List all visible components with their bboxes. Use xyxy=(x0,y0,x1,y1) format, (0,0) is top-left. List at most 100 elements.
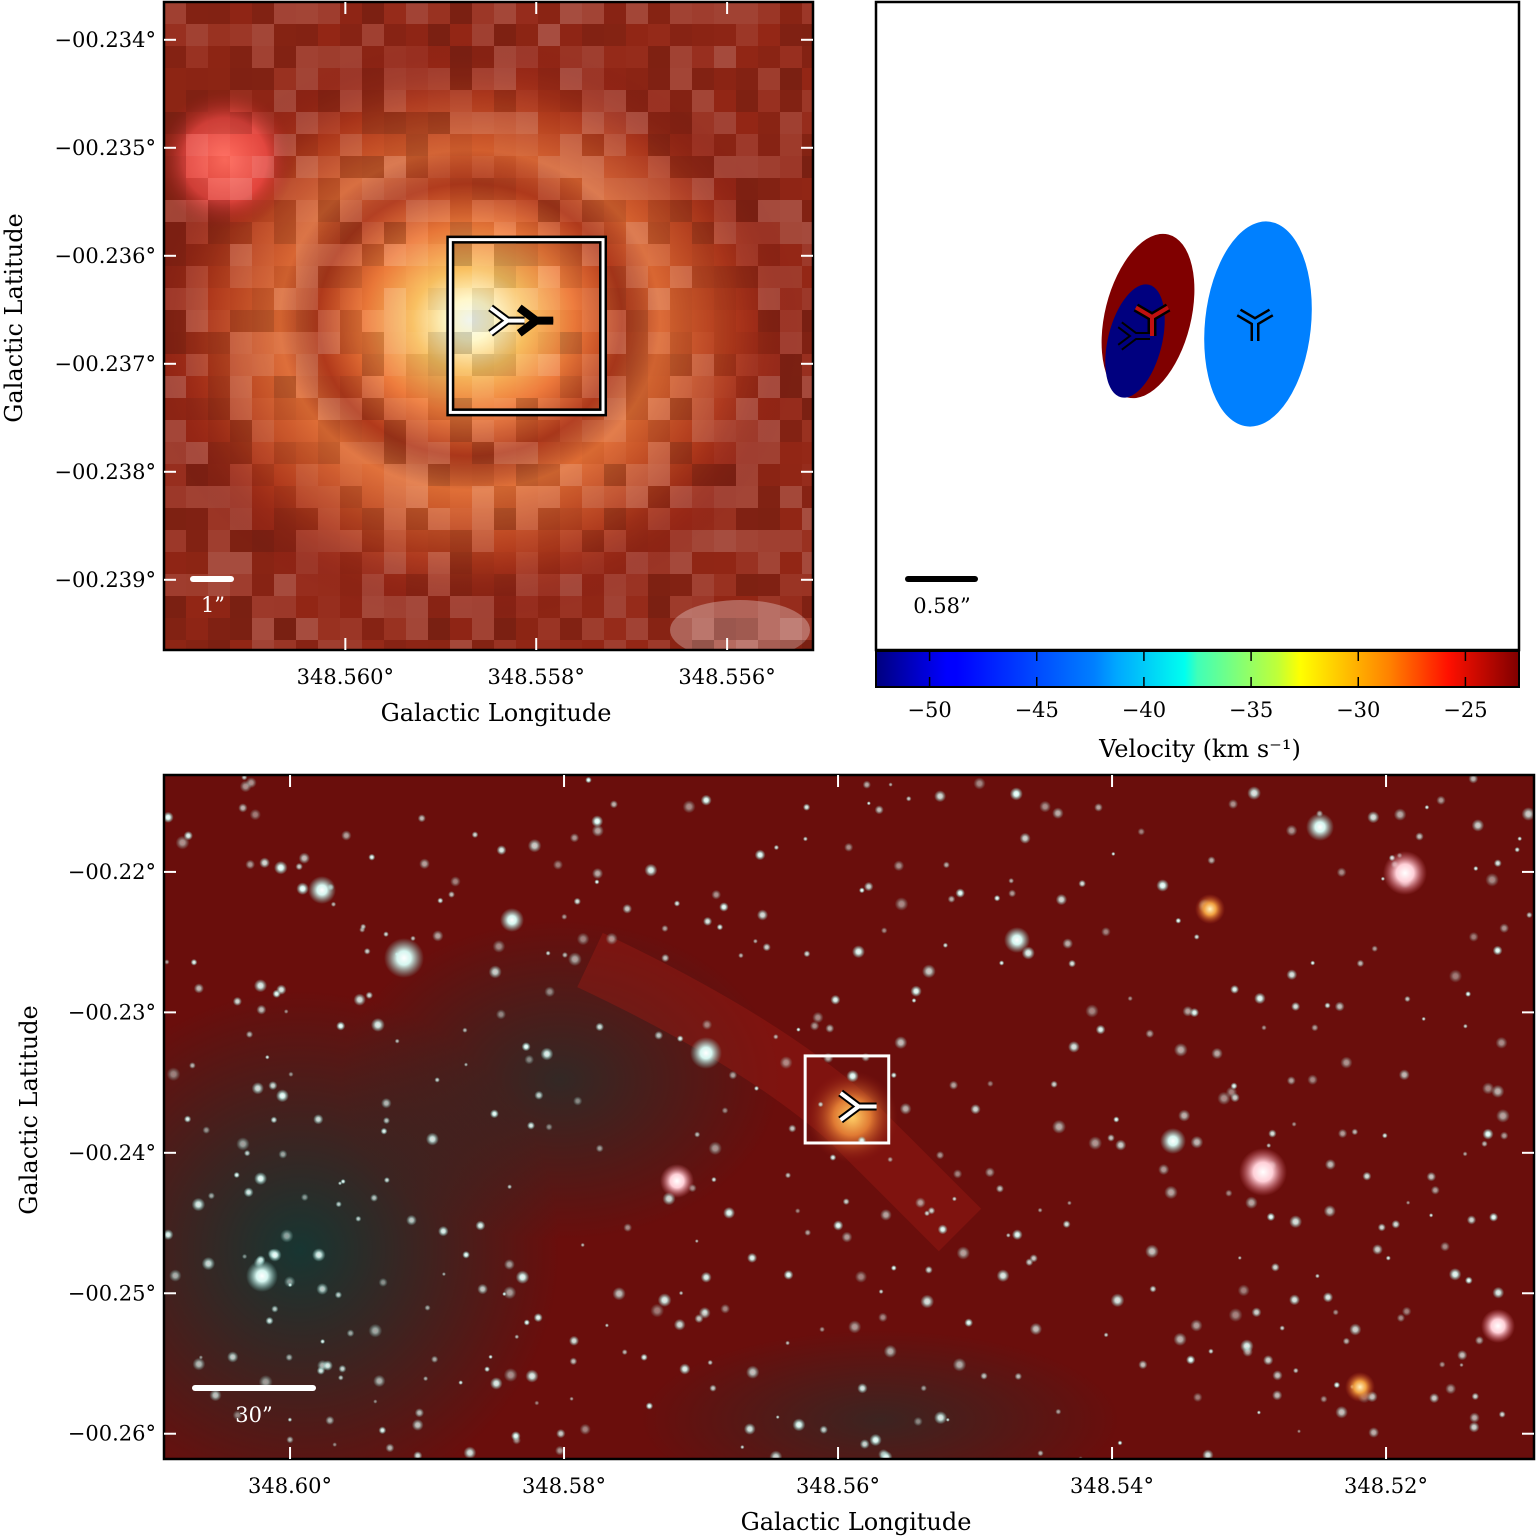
pixel-cell xyxy=(736,288,758,310)
star xyxy=(1372,1244,1383,1255)
pixel-cell xyxy=(648,618,670,640)
pixel-cell xyxy=(714,596,736,618)
pixel-cell xyxy=(252,68,274,90)
star xyxy=(298,852,310,864)
star xyxy=(1156,879,1169,892)
star xyxy=(1008,877,1015,884)
star xyxy=(605,932,618,945)
star xyxy=(524,1054,535,1065)
star xyxy=(413,1451,423,1459)
pixel-cell xyxy=(648,90,670,112)
pixel-cell xyxy=(230,112,252,134)
pixel-cell xyxy=(758,508,780,530)
pixel-cell xyxy=(604,200,626,222)
star xyxy=(166,1067,181,1082)
pixel-cell xyxy=(516,464,538,486)
bright-star xyxy=(1383,851,1427,895)
pixel-cell xyxy=(428,574,450,596)
pixel-cell xyxy=(516,200,538,222)
star xyxy=(437,897,444,904)
pixel-cell xyxy=(494,178,516,200)
pixel-cell xyxy=(494,266,516,288)
star xyxy=(947,895,956,903)
pixel-cell xyxy=(626,486,648,508)
pixel-cell xyxy=(538,552,560,574)
star xyxy=(1289,1215,1303,1229)
pixel-cell xyxy=(758,266,780,288)
pixel-cell xyxy=(340,46,362,68)
star xyxy=(1286,1076,1296,1086)
star xyxy=(484,1366,491,1373)
pixel-cell xyxy=(626,46,648,68)
pixel-cell xyxy=(428,134,450,156)
pixel-cell xyxy=(758,596,780,618)
star xyxy=(1111,851,1116,857)
star xyxy=(952,1357,967,1372)
star xyxy=(1320,1395,1328,1403)
pixel-cell xyxy=(296,354,318,376)
pixel-cell xyxy=(692,332,714,354)
pixel-cell xyxy=(340,464,362,486)
colorbar-tick-label: −40 xyxy=(1122,698,1166,722)
pixel-cell xyxy=(714,2,736,24)
star xyxy=(1272,1390,1283,1401)
star xyxy=(1202,1449,1214,1459)
star xyxy=(1011,1229,1023,1241)
star xyxy=(1471,1392,1480,1401)
pixel-cell xyxy=(472,486,494,508)
y-tick-label: −00.24° xyxy=(68,1141,156,1165)
star xyxy=(894,1036,908,1050)
pixel-cell xyxy=(318,508,340,530)
pixel-cell xyxy=(560,354,582,376)
pixel-cell xyxy=(604,376,626,398)
star xyxy=(1492,1286,1505,1299)
star xyxy=(265,1316,274,1325)
pixel-cell xyxy=(186,266,208,288)
pixel-cell xyxy=(780,508,802,530)
pixel-cell xyxy=(362,46,384,68)
star xyxy=(1468,931,1479,942)
pixel-cell xyxy=(296,310,318,332)
star xyxy=(1471,819,1485,832)
pixel-cell xyxy=(604,332,626,354)
source-marker xyxy=(516,304,554,337)
pixel-cell xyxy=(208,156,230,178)
pixel-cell xyxy=(692,486,714,508)
pixel-cell xyxy=(780,376,802,398)
pixel-cell xyxy=(384,530,406,552)
pixel-cell xyxy=(450,24,472,46)
star xyxy=(191,1197,206,1212)
pixel-cell xyxy=(516,46,538,68)
wide-markers xyxy=(838,1089,877,1124)
pixel-cell xyxy=(538,156,560,178)
pixel-cell xyxy=(252,354,274,376)
star xyxy=(595,1144,604,1153)
star xyxy=(934,1411,948,1425)
pixel-cell xyxy=(626,200,648,222)
pixel-cell xyxy=(472,288,494,310)
pixel-cell xyxy=(252,2,274,24)
star xyxy=(673,900,681,907)
star xyxy=(227,1351,239,1363)
star xyxy=(1291,1001,1301,1012)
pixel-cell xyxy=(362,552,384,574)
zoom-markers xyxy=(488,304,554,337)
star xyxy=(1145,1244,1159,1259)
bright-star xyxy=(500,908,524,932)
pixel-cell xyxy=(780,178,802,200)
pixel-cell xyxy=(626,420,648,442)
pixel-cell xyxy=(692,68,714,90)
pixel-cell xyxy=(648,24,670,46)
pixel-cell xyxy=(648,398,670,420)
pixel-cell xyxy=(648,530,670,552)
star xyxy=(1289,1294,1300,1306)
pixel-cell xyxy=(758,2,780,24)
star xyxy=(937,1224,948,1235)
pixel-cell xyxy=(582,420,604,442)
pixel-cell xyxy=(230,332,252,354)
pixel-cell xyxy=(186,398,208,420)
pixel-cell xyxy=(714,156,736,178)
star xyxy=(569,1357,578,1366)
pixel-cell xyxy=(472,244,494,266)
pixel-cell xyxy=(274,640,296,650)
